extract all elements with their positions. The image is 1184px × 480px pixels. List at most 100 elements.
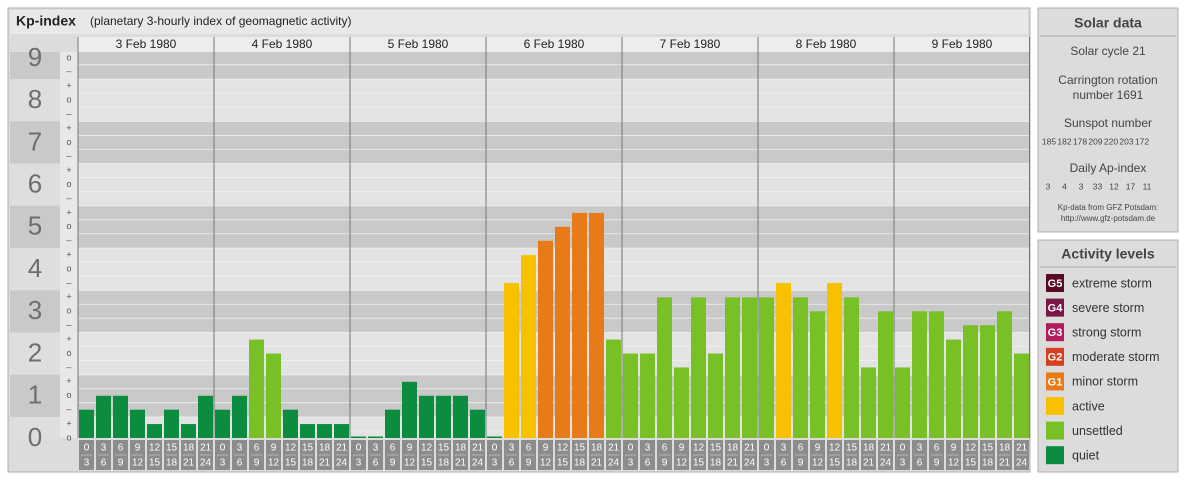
slot-start: 18 xyxy=(727,443,739,454)
y-minor-tick-label: o xyxy=(66,221,71,231)
slot-end: 3 xyxy=(900,458,906,469)
slot-start: 3 xyxy=(509,443,515,454)
ap-value: 33 xyxy=(1093,181,1103,191)
level-swatch xyxy=(1046,372,1064,391)
sunspot-number: 220 xyxy=(1104,136,1118,146)
slot-start: 0 xyxy=(84,443,90,454)
sunspot-number: 185 xyxy=(1042,136,1056,146)
level-name: extreme storm xyxy=(1072,276,1152,290)
levels-title: Activity levels xyxy=(1061,246,1155,262)
y-tick-label: 9 xyxy=(28,42,42,72)
slot-end: 12 xyxy=(676,458,688,469)
kp-bar xyxy=(742,297,757,438)
kp-bar xyxy=(504,283,519,438)
y-minor-tick-label: + xyxy=(66,81,71,91)
slot-end: 24 xyxy=(200,458,212,469)
slot-start: 12 xyxy=(829,443,841,454)
y-minor-tick-label: o xyxy=(66,179,71,189)
kp-bar xyxy=(181,424,196,438)
y-tick-label: 6 xyxy=(28,168,42,198)
slot-start: 6 xyxy=(934,443,940,454)
kp-bar xyxy=(776,283,791,438)
y-minor-tick-label: o xyxy=(66,95,71,105)
y-tick-label: 8 xyxy=(28,84,42,114)
kp-band xyxy=(10,52,60,80)
kp-bar xyxy=(1014,353,1029,438)
slot-end: 6 xyxy=(101,458,107,469)
kp-bar xyxy=(470,409,485,438)
x-date-label: 7 Feb 1980 xyxy=(660,37,721,51)
slot-end: 12 xyxy=(132,458,144,469)
kp-bar xyxy=(810,311,825,438)
y-minor-tick-label: – xyxy=(66,108,71,118)
y-tick-label: 3 xyxy=(28,295,42,325)
slot-start: 3 xyxy=(373,443,379,454)
ap-value: 4 xyxy=(1062,181,1067,191)
slot-start: 3 xyxy=(645,443,651,454)
slot-start: 12 xyxy=(285,443,297,454)
slot-start: 3 xyxy=(781,443,787,454)
slot-end: 24 xyxy=(336,458,348,469)
level-badge: G3 xyxy=(1048,327,1063,339)
level-badge: G1 xyxy=(1048,376,1063,388)
kp-bar xyxy=(674,367,689,438)
x-date-label: 3 Feb 1980 xyxy=(116,37,177,51)
slot-start: 15 xyxy=(438,443,450,454)
slot-end: 15 xyxy=(693,458,705,469)
kp-bar xyxy=(657,297,672,438)
y-tick-label: 5 xyxy=(28,211,42,241)
y-minor-tick-label: o xyxy=(66,137,71,147)
kp-band xyxy=(10,79,60,122)
kp-bar xyxy=(113,395,128,438)
date-row xyxy=(78,37,1030,52)
kp-bar xyxy=(725,297,740,438)
level-swatch xyxy=(1046,446,1064,465)
kp-bar xyxy=(572,212,587,438)
slot-start: 6 xyxy=(254,443,260,454)
y-tick-label: 7 xyxy=(28,126,42,156)
level-badge: G2 xyxy=(1048,352,1063,364)
x-date-label: 4 Feb 1980 xyxy=(252,37,313,51)
slot-start: 18 xyxy=(455,443,467,454)
slot-start: 3 xyxy=(917,443,923,454)
kp-band xyxy=(78,52,1030,80)
kp-band xyxy=(10,332,60,375)
slot-end: 24 xyxy=(744,458,756,469)
slot-start: 12 xyxy=(693,443,705,454)
kp-bar xyxy=(96,395,111,438)
y-minor-tick-label: + xyxy=(66,292,71,302)
slot-end: 6 xyxy=(509,458,515,469)
kp-bar xyxy=(555,226,570,438)
kp-bar xyxy=(538,240,553,438)
solar-panel xyxy=(1037,7,1179,233)
kp-band xyxy=(10,374,60,417)
y-minor-tick-label: o xyxy=(66,306,71,316)
x-date-label: 6 Feb 1980 xyxy=(524,37,585,51)
y-tick-label: 0 xyxy=(28,422,42,452)
y-minor-tick-label: – xyxy=(66,235,71,245)
level-name: severe storm xyxy=(1072,301,1144,315)
y-minor-tick-label: + xyxy=(66,418,71,428)
y-tick-label: 4 xyxy=(28,253,42,283)
slot-end: 6 xyxy=(373,458,379,469)
kp-bar xyxy=(266,353,281,438)
slot-start: 9 xyxy=(543,443,549,454)
slot-end: 15 xyxy=(965,458,977,469)
slot-start: 6 xyxy=(662,443,668,454)
kp-bar xyxy=(164,409,179,438)
slot-end: 18 xyxy=(846,458,858,469)
sunspot-title: Sunspot number xyxy=(1064,116,1152,130)
slot-end: 6 xyxy=(917,458,923,469)
chart-subtitle: (planetary 3-hourly index of geomagnetic… xyxy=(90,14,351,28)
kp-bar xyxy=(589,212,604,438)
y-minor-tick-label: – xyxy=(66,404,71,414)
slot-start: 21 xyxy=(1016,443,1028,454)
slot-end: 9 xyxy=(798,458,804,469)
kp-band xyxy=(78,416,1030,438)
slot-end: 9 xyxy=(390,458,396,469)
source: http://www.gfz-potsdam.de xyxy=(1061,214,1156,223)
slot-start: 0 xyxy=(628,443,634,454)
y-minor-tick-label: + xyxy=(66,123,71,133)
slot-start: 18 xyxy=(999,443,1011,454)
y-minor-tick-label: – xyxy=(66,193,71,203)
